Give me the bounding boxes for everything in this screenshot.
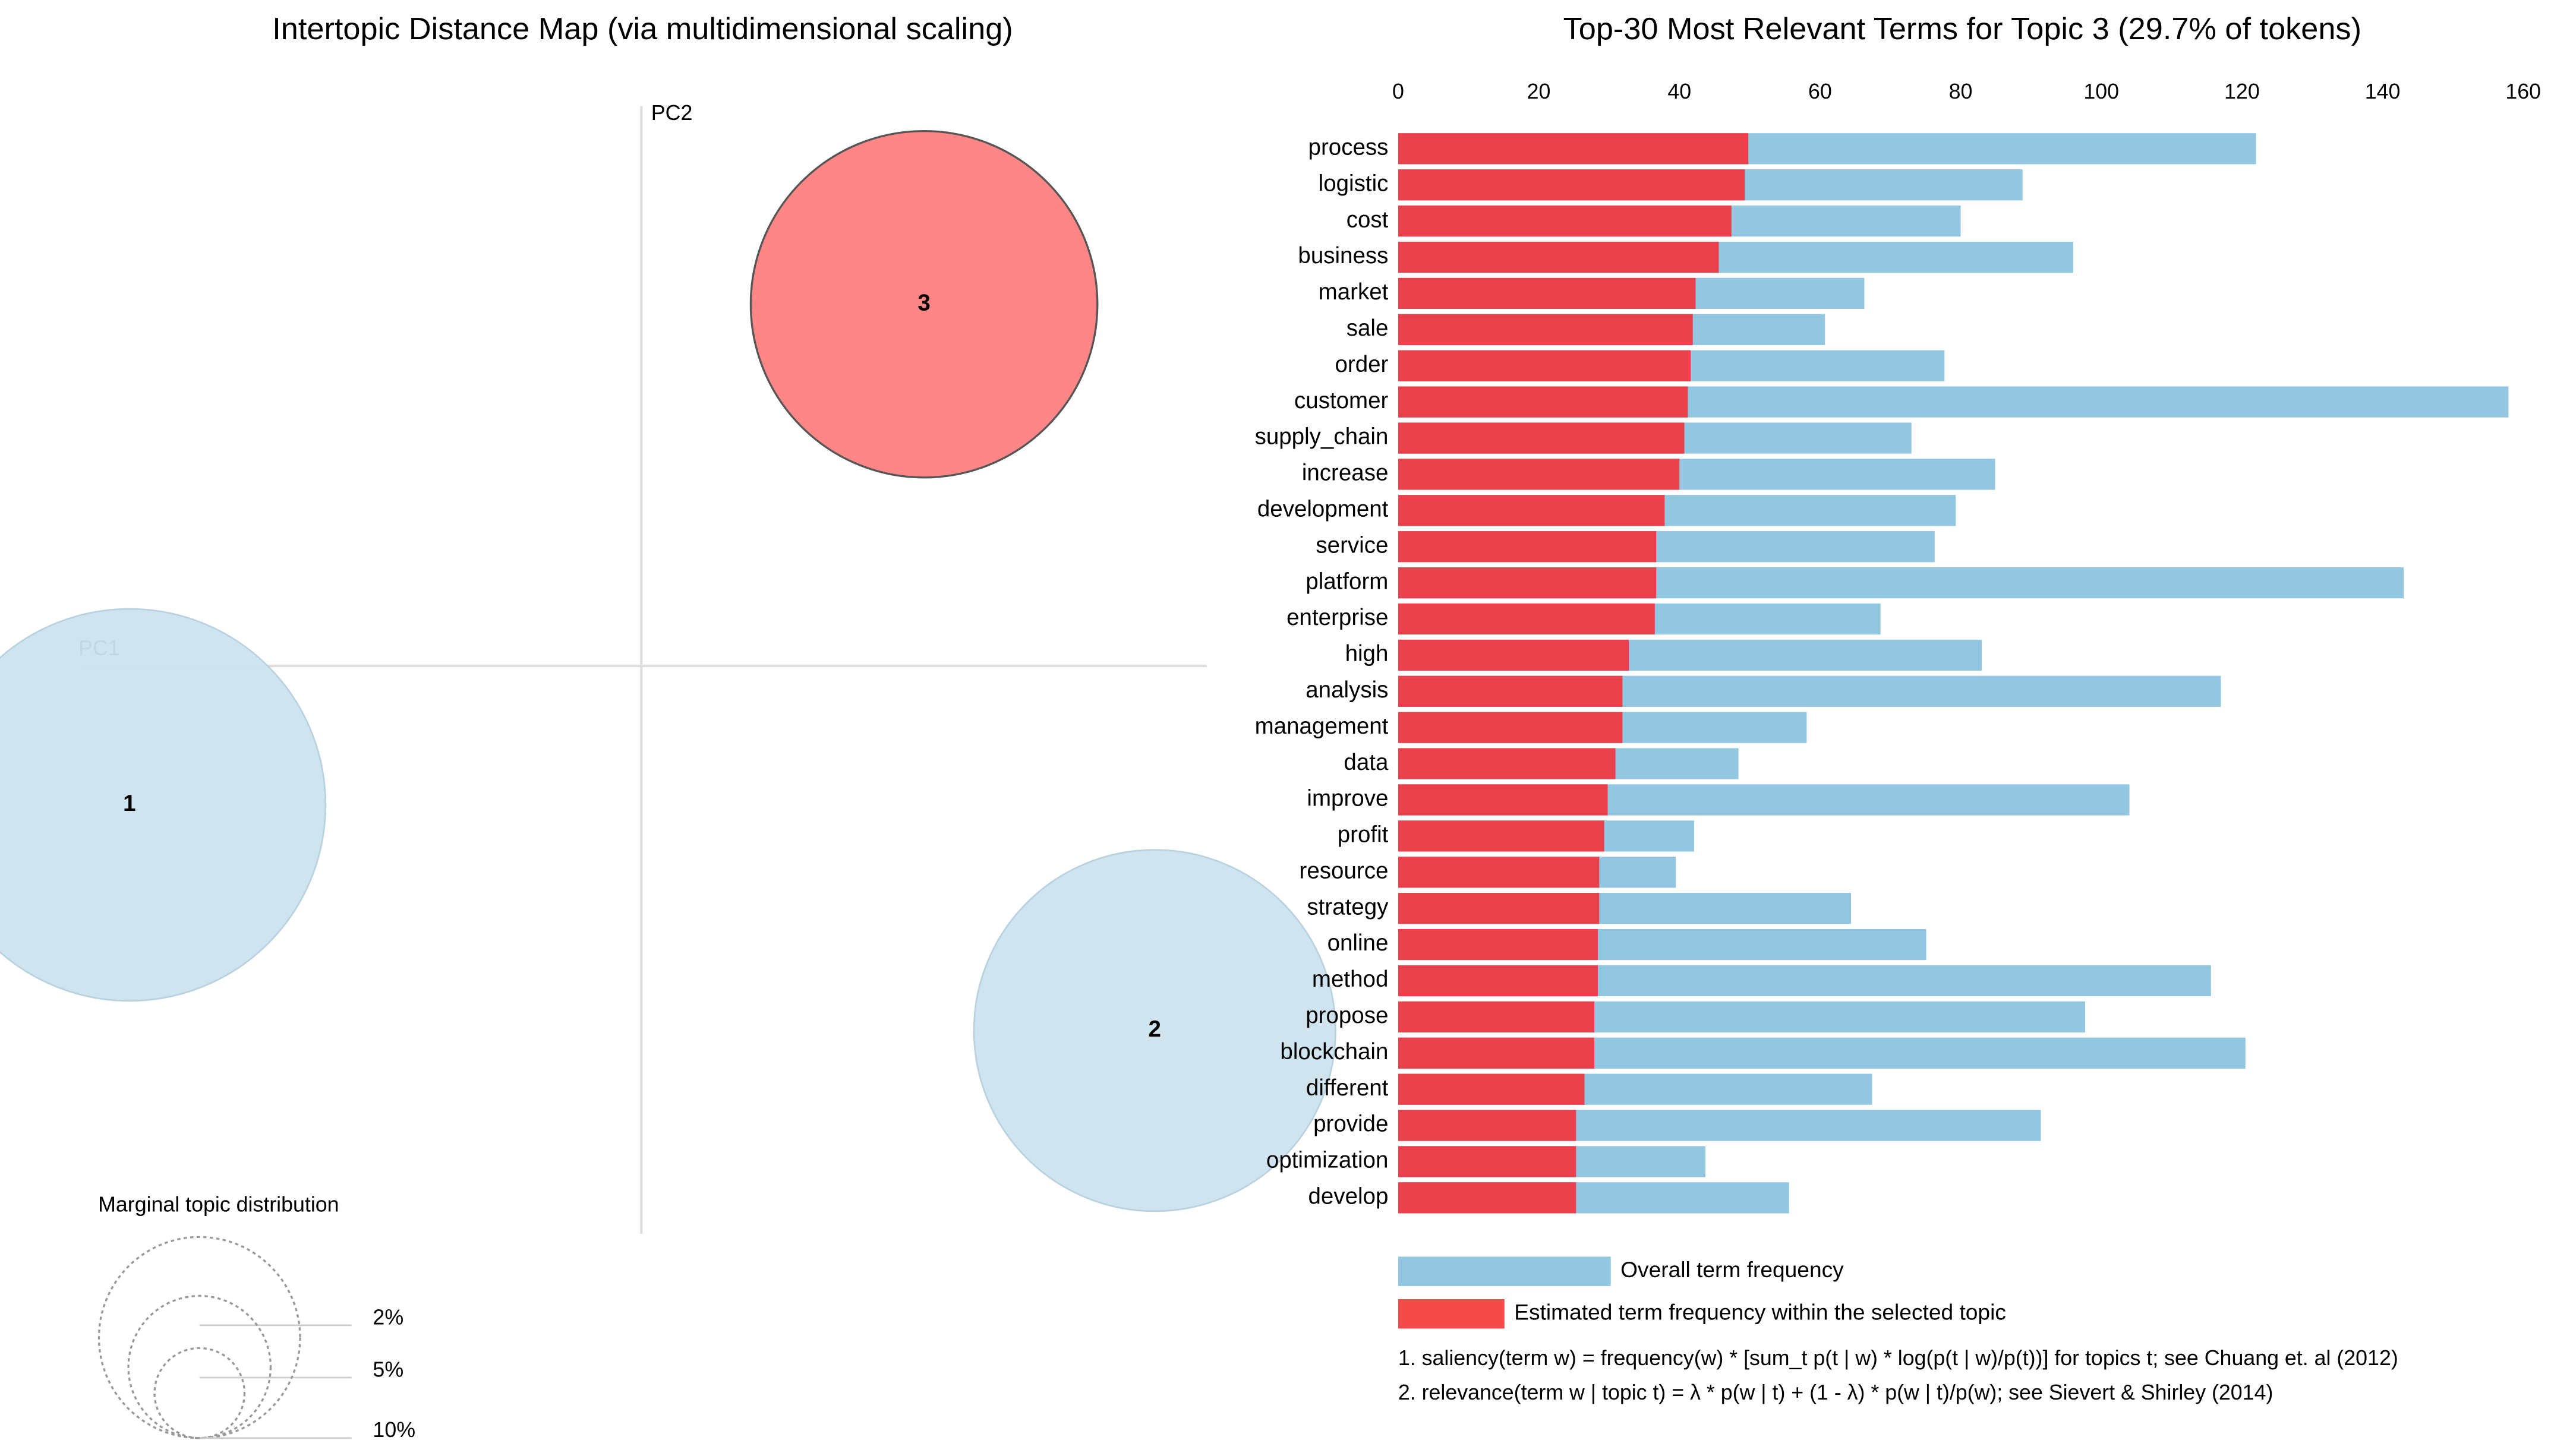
legend-swatch xyxy=(1398,1299,1505,1329)
term-label: business xyxy=(1298,243,1388,269)
size-legend-circle xyxy=(153,1347,246,1439)
term-bar xyxy=(1398,675,1623,707)
term-bar xyxy=(1398,857,1600,888)
term-bar xyxy=(1398,712,1623,743)
topic-bubble xyxy=(973,849,1336,1212)
footnote: 2. relevance(term w | topic t) = λ * p(w… xyxy=(1398,1381,2273,1404)
term-label: market xyxy=(1319,279,1389,305)
bar-title: Top-30 Most Relevant Terms for Topic 3 (… xyxy=(1563,12,2361,46)
size-legend-label: 5% xyxy=(373,1357,403,1381)
x-tick-label: 100 xyxy=(2083,80,2119,103)
term-label: online xyxy=(1327,930,1389,956)
topic-label: 1 xyxy=(123,791,135,816)
term-label: data xyxy=(1344,750,1389,775)
term-bar xyxy=(1398,422,1685,454)
term-bar xyxy=(1398,241,1719,273)
x-tick-label: 80 xyxy=(1949,80,1973,103)
term-bar xyxy=(1398,386,1688,418)
legend-label: Estimated term frequency within the sele… xyxy=(1514,1299,2006,1324)
term-bar xyxy=(1398,495,1665,526)
term-bar xyxy=(1398,639,1629,671)
term-bar xyxy=(1398,459,1680,490)
term-label: optimization xyxy=(1266,1148,1388,1173)
term-label: profit xyxy=(1338,822,1389,848)
term-bar xyxy=(1398,965,1598,997)
term-bar xyxy=(1398,133,1749,165)
term-label: logistic xyxy=(1319,170,1389,196)
size-legend-title: Marginal topic distribution xyxy=(98,1193,339,1217)
term-bar xyxy=(1398,748,1616,779)
size-legend-circle xyxy=(97,1236,301,1439)
term-bar xyxy=(1398,205,1732,237)
size-legend-circle xyxy=(127,1294,272,1439)
term-label: propose xyxy=(1306,1003,1388,1028)
term-bar xyxy=(1398,820,1604,852)
term-label: strategy xyxy=(1307,894,1389,920)
term-label: improve xyxy=(1307,786,1388,811)
x-tick-label: 60 xyxy=(1808,80,1832,103)
y-axis-label: PC2 xyxy=(651,101,693,125)
legend-swatch xyxy=(1398,1256,1611,1286)
term-label: method xyxy=(1312,967,1388,992)
term-bar xyxy=(1398,350,1691,381)
topic-bubble xyxy=(0,608,327,1002)
term-label: analysis xyxy=(1306,677,1388,703)
term-bar xyxy=(1398,1037,1595,1069)
term-label: platform xyxy=(1306,568,1388,594)
x-tick-label: 120 xyxy=(2224,80,2260,103)
term-label: blockchain xyxy=(1280,1039,1388,1065)
term-label: resource xyxy=(1300,858,1389,883)
size-legend-label: 2% xyxy=(373,1305,403,1329)
term-label: supply_chain xyxy=(1255,424,1389,450)
term-label: customer xyxy=(1294,388,1389,413)
x-tick-label: 140 xyxy=(2365,80,2401,103)
term-label: increase xyxy=(1302,460,1389,486)
size-legend-label: 10% xyxy=(373,1418,415,1442)
term-label: different xyxy=(1306,1075,1389,1101)
term-bar xyxy=(1398,1001,1595,1033)
term-bar xyxy=(1398,277,1696,309)
term-bar xyxy=(1398,603,1655,635)
term-bar xyxy=(1398,314,1693,345)
term-bar xyxy=(1398,567,1657,599)
term-bar xyxy=(1398,893,1600,924)
term-label: process xyxy=(1308,135,1389,160)
term-label: order xyxy=(1335,352,1388,377)
footnote: 1. saliency(term w) = frequency(w) * [su… xyxy=(1398,1346,2398,1370)
term-label: provide xyxy=(1313,1111,1388,1137)
term-label: sale xyxy=(1347,315,1389,341)
term-label: high xyxy=(1345,641,1389,667)
topic-label: 3 xyxy=(917,290,930,315)
x-tick-label: 20 xyxy=(1527,80,1551,103)
term-label: management xyxy=(1255,713,1389,739)
term-bar xyxy=(1398,1110,1576,1141)
term-label: develop xyxy=(1308,1184,1388,1209)
map-title: Intertopic Distance Map (via multidimens… xyxy=(272,12,1013,46)
x-tick-label: 40 xyxy=(1667,80,1691,103)
x-tick-label: 0 xyxy=(1392,80,1404,103)
term-label: enterprise xyxy=(1286,605,1388,630)
legend-label: Overall term frequency xyxy=(1620,1257,1844,1282)
topic-label: 2 xyxy=(1149,1016,1161,1042)
term-label: cost xyxy=(1347,207,1389,232)
topic-bubble xyxy=(749,130,1099,479)
term-bar xyxy=(1398,1073,1585,1105)
term-bar xyxy=(1398,928,1598,961)
term-bar xyxy=(1398,784,1608,816)
term-bar xyxy=(1398,169,1745,201)
term-bar xyxy=(1398,1182,1576,1214)
x-tick-label: 160 xyxy=(2505,80,2541,103)
term-bar xyxy=(1398,1146,1576,1177)
term-label: development xyxy=(1257,496,1389,522)
term-label: service xyxy=(1316,532,1388,558)
term-bar xyxy=(1398,531,1657,563)
